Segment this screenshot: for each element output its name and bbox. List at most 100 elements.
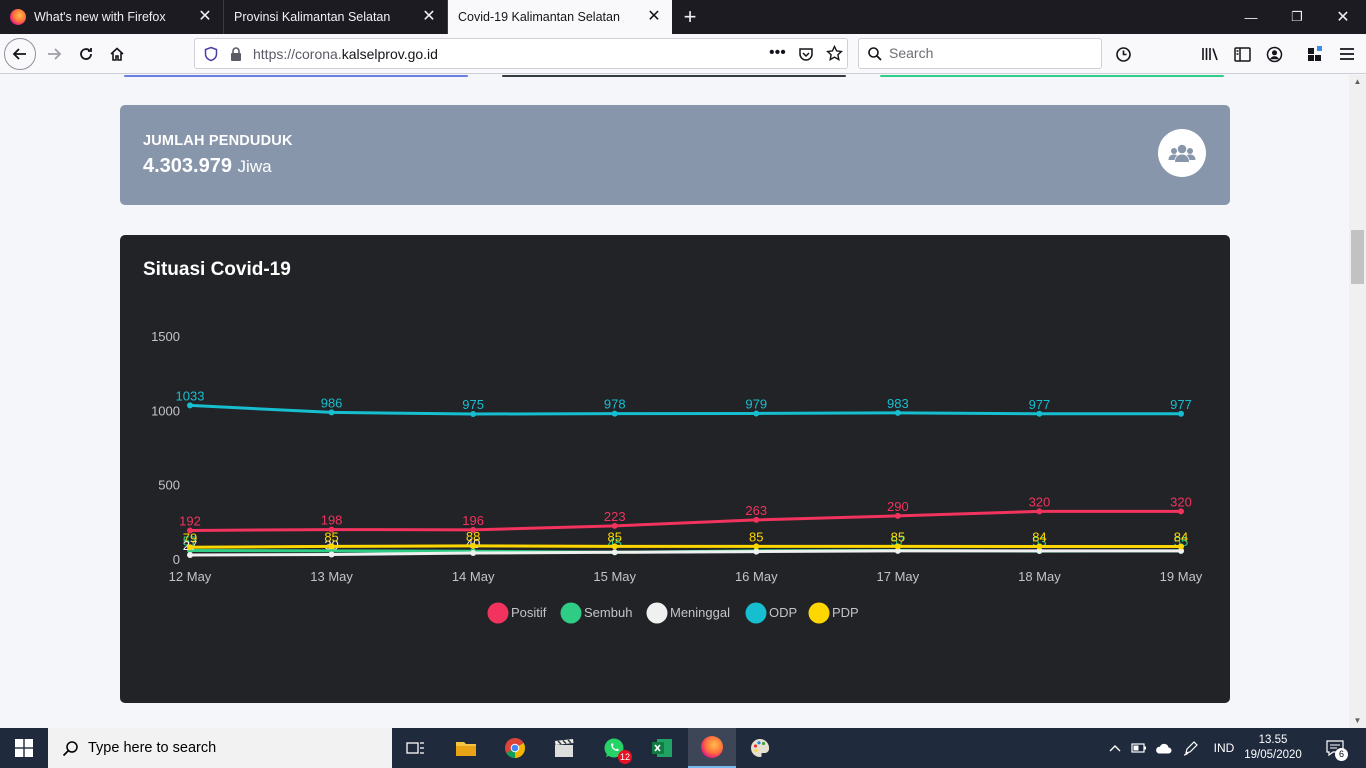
back-button[interactable] xyxy=(4,38,36,70)
data-point-odp xyxy=(1036,410,1043,417)
windows-taskbar: 12 IND 13.55 19/05/2020 6 xyxy=(0,728,1366,768)
data-point-pdp xyxy=(1036,543,1043,550)
history-button[interactable] xyxy=(1107,38,1139,70)
close-icon[interactable]: ✕ xyxy=(198,8,212,25)
tab-label: Covid-19 Kalimantan Selatan xyxy=(458,10,620,24)
close-icon[interactable]: ✕ xyxy=(647,8,661,25)
data-label-odp: 977 xyxy=(1170,397,1192,412)
legend-swatch-meninggal xyxy=(646,602,668,624)
data-point-positif xyxy=(1178,508,1184,515)
action-center[interactable]: 6 xyxy=(1318,728,1352,768)
file-explorer-app[interactable] xyxy=(442,728,490,768)
start-button[interactable] xyxy=(0,728,48,768)
battery-icon xyxy=(1131,743,1146,753)
forward-button[interactable] xyxy=(38,38,70,70)
excel-app[interactable] xyxy=(638,728,686,768)
close-window-button[interactable]: ✕ xyxy=(1336,9,1350,26)
tab-covid19[interactable]: Covid-19 Kalimantan Selatan ✕ xyxy=(448,0,672,34)
chrome-icon xyxy=(505,738,526,759)
whatsapp-app[interactable]: 12 xyxy=(590,728,638,768)
reload-button[interactable] xyxy=(70,38,102,70)
input-language[interactable]: IND xyxy=(1213,741,1235,755)
pen-icon xyxy=(1183,741,1198,756)
data-label-pdp: 79 xyxy=(183,530,197,545)
minimize-button[interactable]: — xyxy=(1244,9,1258,25)
data-label-pdp: 84 xyxy=(1032,530,1046,545)
excel-icon xyxy=(652,739,672,757)
extensions-button[interactable] xyxy=(1299,38,1331,70)
x-tick-label: 19 May xyxy=(1160,569,1203,584)
x-tick-label: 16 May xyxy=(735,569,778,584)
tab-whats-new[interactable]: What's new with Firefox ✕ xyxy=(0,0,224,34)
media-app[interactable] xyxy=(540,728,588,768)
vertical-scrollbar[interactable]: ▲ ▼ xyxy=(1349,75,1366,728)
data-point-meninggal xyxy=(470,550,477,557)
url-bar[interactable]: https://corona.kalselprov.go.id ••• xyxy=(194,38,848,69)
pen-workspace[interactable] xyxy=(1180,728,1202,768)
scrollbar-thumb[interactable] xyxy=(1351,230,1364,284)
x-tick-label: 14 May xyxy=(452,569,495,584)
legend-label-meninggal: Meninggal xyxy=(670,605,730,620)
star-icon[interactable] xyxy=(826,45,843,62)
paint-app[interactable] xyxy=(736,728,784,768)
x-tick-label: 12 May xyxy=(169,569,212,584)
task-view-button[interactable] xyxy=(392,728,440,768)
browser-tab-bar: What's new with Firefox ✕ Provinsi Kalim… xyxy=(0,0,1366,34)
legend-swatch-positif xyxy=(487,602,509,624)
data-label-odp: 975 xyxy=(462,397,484,412)
menu-button[interactable] xyxy=(1331,38,1363,70)
account-button[interactable] xyxy=(1258,38,1290,70)
cloud-icon xyxy=(1156,743,1172,753)
data-label-pdp: 85 xyxy=(749,529,763,544)
data-label-positif: 320 xyxy=(1029,494,1051,509)
data-label-positif: 263 xyxy=(745,503,767,518)
chrome-app[interactable] xyxy=(491,728,539,768)
shield-icon[interactable] xyxy=(203,46,219,62)
system-clock[interactable]: 13.55 19/05/2020 xyxy=(1240,733,1306,763)
home-button[interactable] xyxy=(101,38,133,70)
battery-status[interactable] xyxy=(1129,728,1149,768)
data-label-pdp: 85 xyxy=(324,529,338,544)
firefox-icon xyxy=(701,736,723,758)
card-edge-blue xyxy=(124,75,468,77)
tab-provinsi[interactable]: Provinsi Kalimantan Selatan ✕ xyxy=(224,0,448,34)
data-point-positif xyxy=(611,522,618,529)
series-line-positif xyxy=(189,509,1181,532)
page-actions-icon[interactable]: ••• xyxy=(769,44,786,61)
library-button[interactable] xyxy=(1194,38,1226,70)
data-point-positif xyxy=(187,527,193,534)
search-input[interactable] xyxy=(889,45,1089,61)
onedrive-status[interactable] xyxy=(1152,728,1174,768)
data-label-positif: 320 xyxy=(1170,494,1192,509)
x-tick-label: 15 May xyxy=(593,569,636,584)
firefox-app[interactable] xyxy=(688,728,736,768)
restore-button[interactable]: ❐ xyxy=(1291,9,1303,24)
url-text[interactable]: https://corona.kalselprov.go.id xyxy=(253,46,438,62)
x-tick-label: 18 May xyxy=(1018,569,1061,584)
sidebar-button[interactable] xyxy=(1226,38,1258,70)
legend-swatch-sembuh xyxy=(560,602,582,624)
new-tab-button[interactable]: + xyxy=(683,4,697,29)
data-label-sembuh: 57 xyxy=(183,534,197,549)
taskbar-search-input[interactable] xyxy=(88,740,368,756)
taskbar-search[interactable] xyxy=(48,728,392,768)
series-line-odp xyxy=(189,403,1181,416)
lock-icon[interactable] xyxy=(229,46,243,62)
data-label-odp: 978 xyxy=(604,397,626,412)
navigation-bar: https://corona.kalselprov.go.id ••• xyxy=(0,34,1366,74)
data-label-positif: 196 xyxy=(462,513,484,528)
close-icon[interactable]: ✕ xyxy=(422,8,436,25)
data-label-odp: 1033 xyxy=(176,388,205,403)
scroll-up-arrow[interactable]: ▲ xyxy=(1353,77,1362,86)
data-point-odp xyxy=(1178,410,1184,417)
data-label-positif: 192 xyxy=(179,513,201,528)
legend-label-positif: Positif xyxy=(511,605,547,620)
pocket-icon[interactable] xyxy=(798,46,814,62)
data-point-pdp xyxy=(894,543,901,550)
show-hidden-icons[interactable] xyxy=(1106,728,1124,768)
url-domain: kalselprov.go.id xyxy=(341,45,438,62)
search-box[interactable] xyxy=(858,38,1102,69)
users-icon xyxy=(1158,129,1206,177)
legend-label-sembuh: Sembuh xyxy=(584,605,632,620)
scroll-down-arrow[interactable]: ▼ xyxy=(1353,716,1362,725)
